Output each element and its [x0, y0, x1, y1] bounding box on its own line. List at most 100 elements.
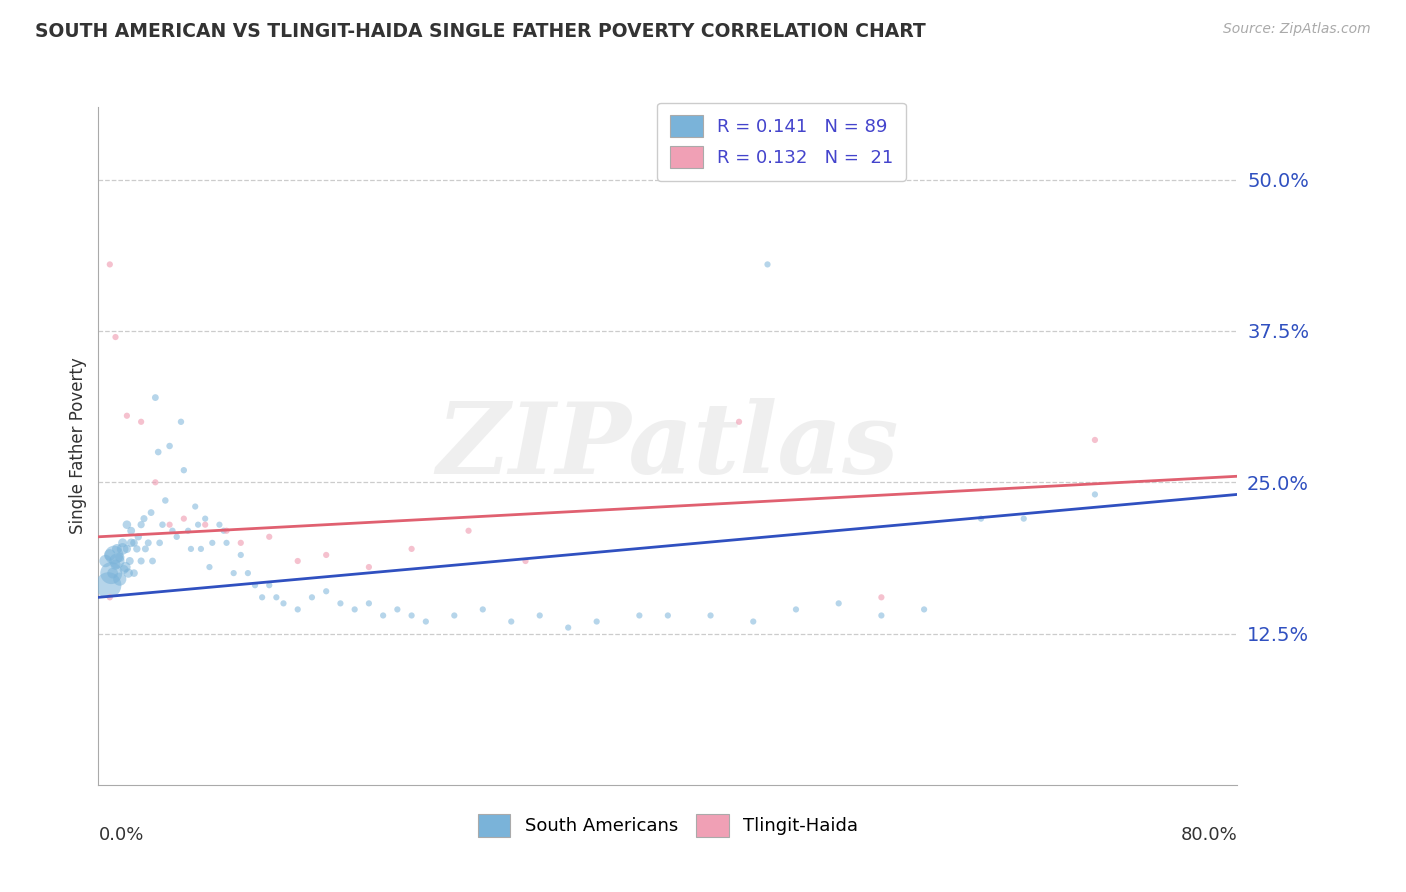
Point	[401, 541, 423, 556]
Point	[728, 415, 751, 429]
Point	[315, 548, 337, 562]
Point	[104, 558, 127, 572]
Point	[529, 608, 551, 623]
Legend: South Americans, Tlingit-Haida: South Americans, Tlingit-Haida	[471, 807, 865, 844]
Point	[229, 536, 252, 550]
Text: 0.0%: 0.0%	[98, 826, 143, 844]
Point	[243, 578, 266, 592]
Point	[287, 602, 309, 616]
Point	[104, 330, 127, 344]
Point	[229, 548, 252, 562]
Point	[180, 541, 202, 556]
Point	[259, 578, 281, 592]
Point	[628, 608, 651, 623]
Point	[122, 536, 145, 550]
Point	[357, 560, 380, 574]
Point	[115, 517, 138, 532]
Point	[115, 409, 138, 423]
Point	[98, 257, 121, 271]
Point	[236, 566, 259, 581]
Point	[870, 591, 893, 605]
Point	[387, 602, 409, 616]
Point	[166, 530, 188, 544]
Point	[259, 530, 281, 544]
Point	[118, 554, 141, 568]
Point	[173, 463, 195, 477]
Point	[785, 602, 807, 616]
Point	[159, 439, 181, 453]
Point	[315, 584, 337, 599]
Point	[139, 506, 162, 520]
Point	[501, 615, 523, 629]
Point	[1084, 487, 1107, 501]
Point	[585, 615, 607, 629]
Point	[201, 536, 224, 550]
Point	[215, 536, 238, 550]
Point	[125, 541, 148, 556]
Point	[149, 536, 172, 550]
Point	[287, 554, 309, 568]
Point	[1012, 511, 1035, 525]
Text: SOUTH AMERICAN VS TLINGIT-HAIDA SINGLE FATHER POVERTY CORRELATION CHART: SOUTH AMERICAN VS TLINGIT-HAIDA SINGLE F…	[35, 22, 927, 41]
Point	[184, 500, 207, 514]
Point	[100, 566, 122, 581]
Point	[194, 511, 217, 525]
Point	[155, 493, 177, 508]
Point	[415, 615, 437, 629]
Point	[101, 566, 124, 581]
Point	[970, 511, 993, 525]
Point	[250, 591, 273, 605]
Point	[443, 608, 465, 623]
Point	[127, 530, 149, 544]
Point	[301, 591, 323, 605]
Point	[457, 524, 479, 538]
Point	[357, 596, 380, 610]
Point	[401, 608, 423, 623]
Point	[103, 548, 125, 562]
Point	[152, 517, 174, 532]
Point	[870, 608, 893, 623]
Point	[912, 602, 935, 616]
Point	[98, 591, 121, 605]
Point	[159, 517, 181, 532]
Point	[115, 541, 138, 556]
Point	[162, 524, 184, 538]
Point	[471, 602, 494, 616]
Point	[112, 562, 135, 576]
Point	[97, 578, 120, 592]
Point	[114, 560, 136, 574]
Point	[657, 608, 679, 623]
Point	[117, 566, 139, 581]
Point	[557, 621, 579, 635]
Point	[515, 554, 537, 568]
Point	[222, 566, 245, 581]
Point	[208, 517, 231, 532]
Point	[273, 596, 295, 610]
Point	[136, 536, 159, 550]
Point	[105, 541, 128, 556]
Point	[141, 554, 163, 568]
Point	[170, 415, 193, 429]
Point	[329, 596, 352, 610]
Point	[105, 554, 128, 568]
Point	[194, 517, 217, 532]
Point	[190, 541, 212, 556]
Point	[1084, 433, 1107, 447]
Point	[187, 517, 209, 532]
Point	[111, 541, 134, 556]
Point	[145, 391, 167, 405]
Point	[173, 511, 195, 525]
Text: 80.0%: 80.0%	[1181, 826, 1237, 844]
Point	[129, 415, 152, 429]
Point	[134, 541, 156, 556]
Point	[129, 517, 152, 532]
Y-axis label: Single Father Poverty: Single Father Poverty	[69, 358, 87, 534]
Point	[132, 511, 155, 525]
Text: Source: ZipAtlas.com: Source: ZipAtlas.com	[1223, 22, 1371, 37]
Point	[129, 554, 152, 568]
Point	[98, 548, 121, 562]
Point	[122, 566, 145, 581]
Point	[177, 524, 200, 538]
Point	[742, 615, 765, 629]
Point	[373, 608, 395, 623]
